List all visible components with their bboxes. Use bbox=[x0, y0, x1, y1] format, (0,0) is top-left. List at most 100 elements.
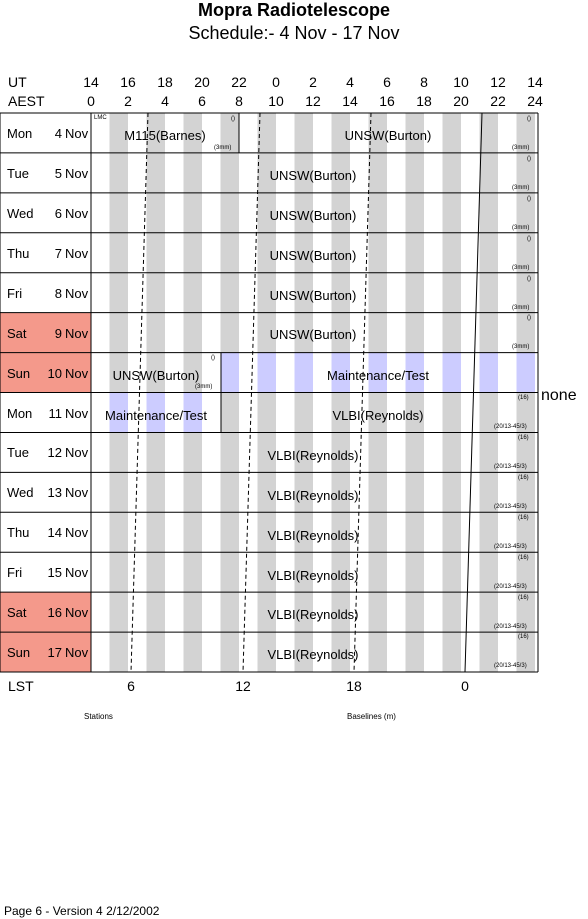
hour-band bbox=[294, 272, 313, 313]
hour-band bbox=[294, 552, 313, 593]
hour-band bbox=[294, 432, 313, 473]
hour-band bbox=[109, 113, 128, 153]
hour-band bbox=[146, 152, 165, 193]
booking-note: (16) bbox=[518, 515, 529, 521]
booking-note: (20/13-45/3) bbox=[494, 584, 527, 590]
hour-band bbox=[294, 392, 313, 433]
hour-band bbox=[516, 552, 535, 593]
hour-band bbox=[479, 592, 498, 633]
hour-band bbox=[331, 272, 350, 313]
hour-band bbox=[220, 552, 239, 593]
hour-band bbox=[220, 152, 239, 193]
hour-band bbox=[405, 592, 424, 633]
hour-band bbox=[331, 113, 350, 153]
ut-tick: 6 bbox=[383, 74, 391, 90]
hour-band bbox=[294, 152, 313, 193]
day-name: Fri bbox=[7, 286, 23, 301]
hour-band bbox=[294, 512, 313, 553]
day-date: 10 bbox=[47, 366, 62, 381]
booking-note: (16) bbox=[518, 395, 529, 401]
hour-band bbox=[368, 632, 387, 673]
hour-band bbox=[109, 272, 128, 313]
lst-zero-line bbox=[464, 112, 483, 673]
ut-tick: 14 bbox=[527, 74, 543, 90]
hour-band bbox=[183, 592, 202, 633]
day-name: Mon bbox=[7, 126, 33, 141]
day-month: Nov bbox=[65, 366, 89, 381]
booking-note: (20/13-45/3) bbox=[494, 424, 527, 430]
booking-note: (3mm) bbox=[512, 145, 530, 151]
hour-band bbox=[109, 192, 128, 233]
day-name: Tue bbox=[7, 445, 29, 460]
hour-band bbox=[183, 352, 202, 393]
booking-note: (3mm) bbox=[512, 344, 530, 350]
ut-tick: 14 bbox=[83, 74, 99, 90]
hour-band bbox=[109, 152, 128, 193]
hour-band bbox=[405, 352, 424, 393]
hour-band bbox=[183, 192, 202, 233]
hour-band bbox=[516, 152, 535, 193]
day-month: Nov bbox=[65, 605, 89, 620]
hour-band bbox=[331, 152, 350, 193]
booking-note: (16) bbox=[518, 435, 529, 441]
hour-band bbox=[368, 552, 387, 593]
booking-note: () bbox=[527, 315, 531, 321]
hour-band bbox=[220, 512, 239, 553]
day-date: 17 bbox=[47, 645, 62, 660]
hour-band bbox=[442, 152, 461, 193]
hour-band bbox=[405, 192, 424, 233]
aest-tick: 22 bbox=[490, 93, 506, 109]
hour-band bbox=[479, 352, 498, 393]
hour-band bbox=[257, 512, 276, 553]
hour-band bbox=[442, 192, 461, 233]
hour-band bbox=[442, 272, 461, 313]
booking-label: UNSW(Burton) bbox=[112, 368, 200, 383]
aest-tick: 2 bbox=[124, 93, 132, 109]
booking-note: (16) bbox=[518, 634, 529, 640]
booking-label: UNSW(Burton) bbox=[269, 248, 357, 263]
booking-label: Maintenance/Test bbox=[327, 368, 429, 383]
hour-band bbox=[294, 632, 313, 673]
hour-band bbox=[146, 432, 165, 473]
hour-band bbox=[516, 352, 535, 393]
booking-note: (20/13-45/3) bbox=[494, 624, 527, 630]
hour-band bbox=[146, 472, 165, 513]
hour-band bbox=[516, 312, 535, 353]
day-date: 15 bbox=[47, 565, 62, 580]
hour-band bbox=[257, 192, 276, 233]
booking-note: (16) bbox=[518, 595, 529, 601]
hour-band bbox=[479, 232, 498, 273]
hour-band bbox=[479, 472, 498, 513]
hour-band bbox=[368, 113, 387, 153]
hour-band bbox=[331, 312, 350, 353]
hour-band bbox=[220, 113, 239, 153]
day-month: Nov bbox=[65, 206, 89, 221]
booking-label: UNSW(Burton) bbox=[269, 168, 357, 183]
ut-tick: 10 bbox=[453, 74, 469, 90]
hour-band bbox=[109, 472, 128, 513]
hour-band bbox=[183, 472, 202, 513]
booking-note: (3mm) bbox=[512, 265, 530, 271]
booking-label: UNSW(Burton) bbox=[269, 288, 357, 303]
hour-band bbox=[257, 472, 276, 513]
booking-label: UNSW(Burton) bbox=[344, 128, 432, 143]
ut-tick: 0 bbox=[272, 74, 280, 90]
hour-band bbox=[405, 392, 424, 433]
day-month: Nov bbox=[65, 406, 89, 421]
hour-band bbox=[183, 312, 202, 353]
hour-band bbox=[331, 232, 350, 273]
booking-note: (20/13-45/3) bbox=[494, 663, 527, 669]
hour-band bbox=[257, 432, 276, 473]
hour-band bbox=[294, 113, 313, 153]
lst-label: LST bbox=[8, 678, 34, 694]
aest-tick: 18 bbox=[416, 93, 432, 109]
hour-band bbox=[405, 312, 424, 353]
hour-band bbox=[109, 512, 128, 553]
hour-band bbox=[294, 232, 313, 273]
hour-band bbox=[442, 512, 461, 553]
booking-note: LMC bbox=[94, 115, 107, 121]
booking-label: M115(Barnes) bbox=[124, 128, 206, 143]
hour-band bbox=[294, 592, 313, 633]
booking-note: () bbox=[527, 116, 531, 122]
hour-band bbox=[442, 312, 461, 353]
